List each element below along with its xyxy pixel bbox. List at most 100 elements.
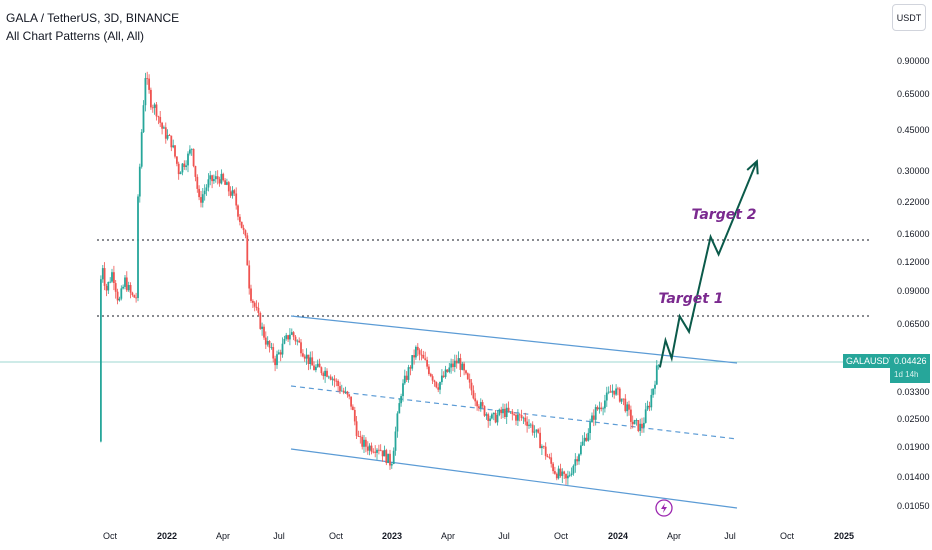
- candle-body: [544, 446, 547, 456]
- candle: [489, 415, 491, 426]
- candle: [176, 156, 178, 167]
- candle-body: [124, 277, 126, 287]
- candle-body: [164, 127, 167, 139]
- candle: [133, 294, 136, 298]
- currency-button[interactable]: USDT: [892, 4, 926, 31]
- candle: [657, 364, 660, 370]
- candle: [290, 328, 293, 336]
- candle-body: [374, 451, 377, 453]
- candle-body: [533, 431, 536, 433]
- candle-body: [229, 191, 232, 196]
- candle-body: [631, 421, 634, 425]
- candle: [479, 398, 482, 412]
- lightning-bolt-icon: [655, 499, 673, 517]
- candle: [113, 265, 115, 291]
- candle-body: [151, 107, 154, 109]
- candle-body: [635, 420, 638, 421]
- candle: [431, 374, 434, 384]
- candle-body: [235, 193, 238, 206]
- candle: [303, 354, 306, 362]
- candle-body: [522, 417, 525, 419]
- candle: [441, 369, 443, 385]
- candle: [570, 467, 573, 477]
- candle-body: [415, 346, 417, 358]
- candle: [333, 375, 336, 388]
- candle: [474, 392, 477, 407]
- candle: [439, 381, 441, 395]
- candle: [504, 403, 506, 419]
- candle: [461, 361, 464, 371]
- candle: [596, 405, 599, 411]
- candle-body: [353, 410, 356, 422]
- candle-body: [592, 415, 595, 420]
- candle: [452, 359, 454, 372]
- x-tick-label: Apr: [441, 531, 455, 541]
- candle: [390, 462, 393, 469]
- candle-body: [378, 449, 380, 451]
- candle-body: [596, 407, 599, 410]
- candle: [224, 178, 226, 185]
- candle: [515, 412, 517, 426]
- candle: [518, 413, 521, 422]
- candle: [517, 409, 519, 426]
- candle-body: [580, 445, 582, 455]
- candle-body: [168, 135, 171, 136]
- x-tick-label: Apr: [216, 531, 230, 541]
- candle: [583, 432, 586, 446]
- candle: [511, 409, 514, 421]
- candle-body: [416, 346, 419, 351]
- candle: [444, 365, 447, 379]
- candle-body: [550, 457, 553, 464]
- candle: [216, 170, 219, 185]
- candle: [615, 384, 617, 396]
- candle-body: [433, 380, 436, 382]
- candle: [378, 444, 380, 455]
- candle-body: [103, 268, 106, 286]
- candle-body: [303, 356, 306, 359]
- candle-body: [161, 122, 163, 129]
- candle-body: [413, 355, 415, 358]
- candle-body: [239, 216, 241, 222]
- candle-body: [387, 453, 389, 463]
- candle: [344, 386, 347, 394]
- chart-title: GALA / TetherUS, 3D, BINANCE: [6, 11, 180, 25]
- candle-body: [392, 450, 395, 464]
- candle: [255, 300, 258, 311]
- candle: [613, 390, 616, 399]
- candle-body: [264, 337, 267, 345]
- y-tick-label: 0.22000: [897, 197, 930, 207]
- candle: [496, 410, 499, 426]
- candle: [509, 411, 512, 414]
- candle: [144, 72, 147, 112]
- candle-body: [327, 376, 330, 378]
- candle-body: [502, 408, 504, 414]
- candle-body: [224, 180, 226, 185]
- candle: [402, 379, 404, 402]
- candle: [622, 398, 625, 406]
- candle-body: [283, 339, 286, 344]
- y-tick-label: 0.06500: [897, 319, 930, 329]
- candle: [131, 291, 134, 297]
- candle: [550, 452, 553, 468]
- candle: [368, 443, 371, 456]
- candle-body: [594, 407, 597, 420]
- indicator-label[interactable]: All Chart Patterns (All, All): [6, 29, 145, 43]
- candle: [446, 369, 449, 373]
- candle-body: [355, 421, 358, 436]
- projection-arrow: [658, 159, 759, 368]
- candle-body: [218, 179, 221, 184]
- candle: [185, 160, 187, 171]
- candle: [400, 393, 402, 407]
- candle: [116, 288, 119, 305]
- event-marker: [655, 499, 673, 517]
- candle: [442, 371, 445, 378]
- candle: [626, 401, 629, 417]
- candle: [370, 442, 373, 455]
- candle: [335, 378, 338, 387]
- candle: [192, 148, 195, 168]
- candle-body: [604, 400, 606, 409]
- candle-body: [276, 354, 278, 366]
- candle: [315, 364, 317, 373]
- candle: [359, 430, 362, 444]
